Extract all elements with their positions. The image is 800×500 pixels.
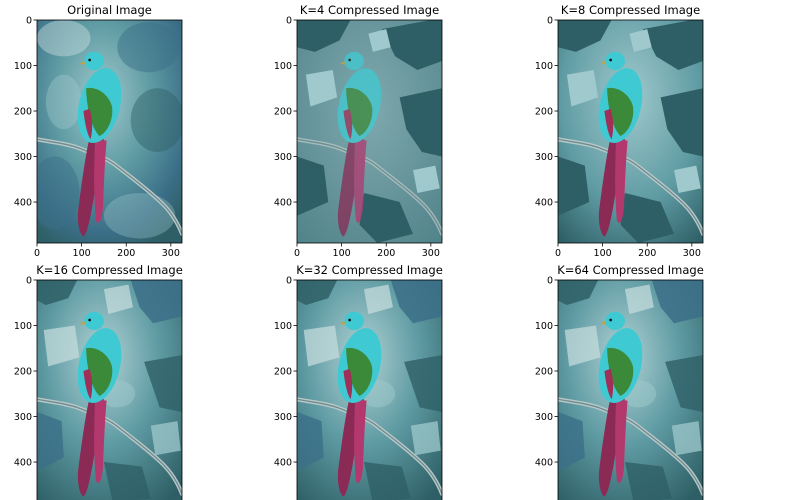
panel-image-k32 xyxy=(297,280,442,500)
x-tick-label: 300 xyxy=(422,248,440,259)
x-tick-label: 200 xyxy=(117,248,135,259)
y-tick-label: 400 xyxy=(14,457,32,468)
panel-title: K=8 Compressed Image xyxy=(561,3,700,17)
y-tick-label: 100 xyxy=(535,321,553,332)
x-tick-label: 200 xyxy=(638,248,656,259)
y-tick-label: 100 xyxy=(14,61,32,72)
y-tick-label: 400 xyxy=(274,197,292,208)
axes-frame xyxy=(557,279,704,500)
y-tick-label: 300 xyxy=(535,412,553,423)
panel-title: K=32 Compressed Image xyxy=(296,263,443,277)
axes-frame xyxy=(36,279,183,500)
y-tick-label: 100 xyxy=(274,61,292,72)
panel-k32: K=32 Compressed Image0100200300010020030… xyxy=(274,263,443,500)
y-tick-label: 100 xyxy=(274,321,292,332)
panel-image-original xyxy=(37,20,182,243)
x-tick-label: 100 xyxy=(333,248,351,259)
x-tick-label: 300 xyxy=(162,248,180,259)
panel-image-k8 xyxy=(558,20,703,243)
panel-title: K=16 Compressed Image xyxy=(36,263,183,277)
panel-title: K=4 Compressed Image xyxy=(300,3,439,17)
axes-frame xyxy=(36,19,183,244)
x-tick-label: 100 xyxy=(73,248,91,259)
panel-k4: K=4 Compressed Image 0 100 200 300 0 100 200 300… xyxy=(274,3,443,259)
panel-k16: K=16 Compressed Image0100200300010020030… xyxy=(14,263,183,500)
y-tick-label: 300 xyxy=(14,152,32,163)
panel-title: Original Image xyxy=(67,3,152,17)
y-tick-label: 200 xyxy=(274,366,292,377)
x-tick-label: 0 xyxy=(555,248,561,259)
y-tick-label: 0 xyxy=(286,275,292,286)
axes-frame xyxy=(296,279,443,500)
axes-frame xyxy=(557,19,704,244)
y-tick-label: 400 xyxy=(535,197,553,208)
y-tick-label: 0 xyxy=(26,275,32,286)
y-tick-label: 200 xyxy=(535,106,553,117)
panel-image-k4 xyxy=(297,20,442,243)
y-tick-label: 400 xyxy=(274,457,292,468)
y-tick-label: 0 xyxy=(547,15,553,26)
panel-image-k64 xyxy=(558,280,703,500)
x-tick-label: 0 xyxy=(34,248,40,259)
y-tick-label: 200 xyxy=(14,106,32,117)
y-tick-label: 300 xyxy=(535,152,553,163)
y-tick-label: 200 xyxy=(274,106,292,117)
panel-original: Original Image 0 100 200 300 0 100 200 300 400 xyxy=(14,3,183,259)
y-tick-label: 0 xyxy=(547,275,553,286)
panel-k64: K=64 Compressed Image0100200300010020030… xyxy=(535,263,704,500)
y-tick-label: 100 xyxy=(535,61,553,72)
x-tick-label: 200 xyxy=(377,248,395,259)
y-tick-label: 300 xyxy=(274,412,292,423)
y-tick-label: 200 xyxy=(14,366,32,377)
y-tick-label: 100 xyxy=(14,321,32,332)
panel-title: K=64 Compressed Image xyxy=(557,263,704,277)
y-tick-label: 400 xyxy=(535,457,553,468)
x-tick-label: 300 xyxy=(683,248,701,259)
x-tick-label: 100 xyxy=(594,248,612,259)
y-tick-label: 0 xyxy=(286,15,292,26)
y-tick-label: 400 xyxy=(14,197,32,208)
x-tick-label: 0 xyxy=(294,248,300,259)
y-tick-label: 300 xyxy=(274,152,292,163)
y-tick-label: 200 xyxy=(535,366,553,377)
axes-frame xyxy=(296,19,443,244)
y-tick-label: 300 xyxy=(14,412,32,423)
panel-image-k16 xyxy=(37,280,182,500)
panel-k8: K=8 Compressed Image 0 100 200 300 0 100 200 300… xyxy=(535,3,704,259)
y-tick-label: 0 xyxy=(26,15,32,26)
